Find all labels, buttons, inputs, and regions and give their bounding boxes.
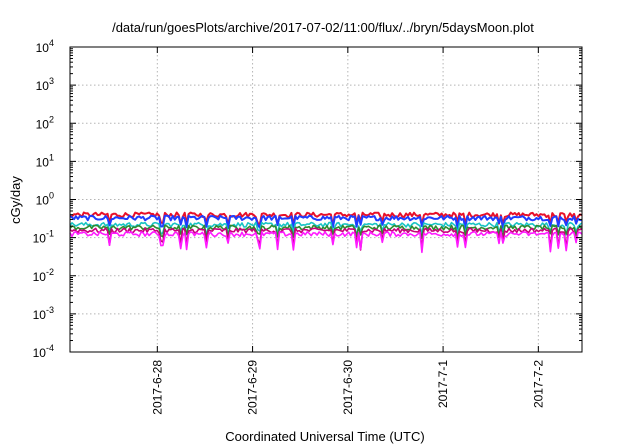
chart-title: /data/run/goesPlots/archive/2017-07-02/1… (112, 20, 534, 35)
x-axis-ticks: 2017-6-28 2017-6-29 2017-6-30 2017-7-1 2017-… (150, 47, 545, 415)
y-tick-label: 101 (36, 152, 54, 169)
x-tick-label: 2017-7-2 (531, 360, 545, 408)
y-tick-label: 10-4 (33, 343, 54, 360)
y-tick-label: 10-2 (33, 267, 54, 284)
y-axis-ticks: 10-4 10-3 10-2 10-1 100 101 102 103 104 (33, 38, 582, 360)
grid-lines (70, 47, 582, 352)
x-tick-label: 2017-6-28 (150, 360, 164, 415)
x-axis-label: Coordinated Universal Time (UTC) (225, 429, 424, 444)
x-tick-label: 2017-6-30 (341, 360, 355, 415)
series-line (69, 224, 583, 239)
y-tick-label: 100 (36, 191, 54, 208)
x-tick-label: 2017-6-29 (246, 360, 260, 415)
y-tick-label: 102 (36, 114, 54, 131)
y-tick-label: 10-3 (33, 305, 54, 322)
y-axis-label: cGy/day (8, 176, 23, 224)
series-line (69, 231, 583, 254)
series-line (69, 214, 583, 230)
x-tick-label: 2017-7-1 (436, 360, 450, 408)
y-tick-label: 103 (36, 76, 54, 93)
y-tick-label: 10-1 (33, 229, 54, 246)
series-line (69, 227, 583, 251)
series-group (69, 211, 583, 254)
series-line (69, 221, 583, 237)
y-tick-label: 104 (36, 38, 54, 55)
